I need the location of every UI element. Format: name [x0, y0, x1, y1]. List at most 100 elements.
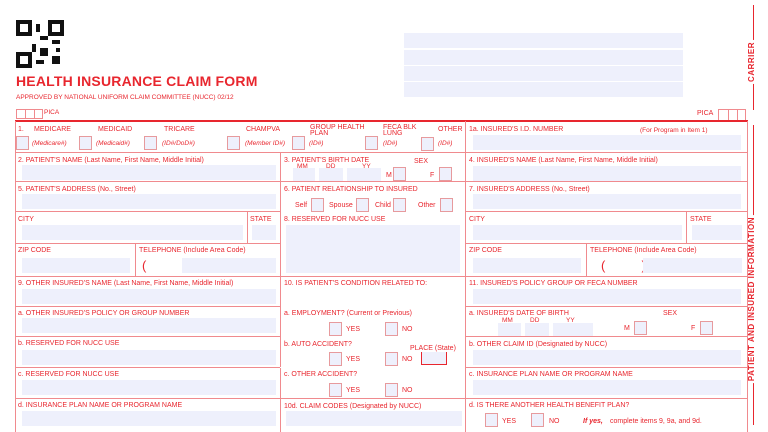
patient-address-input[interactable]	[22, 194, 276, 209]
dd-label: DD	[326, 163, 336, 170]
insured-address-input[interactable]	[473, 194, 741, 209]
reserved-nucc-input[interactable]	[286, 225, 460, 273]
approved-note: APPROVED BY NATIONAL UNIFORM CLAIM COMMI…	[16, 94, 234, 101]
insured-dd-label: DD	[530, 317, 540, 324]
other-checkbox[interactable]	[421, 137, 434, 151]
patient-area-code[interactable]: ( )	[142, 258, 187, 273]
feca-label: FECA BLK LUNG	[383, 124, 417, 137]
reserved-9c-input[interactable]	[22, 380, 276, 395]
patient-city-input[interactable]	[22, 225, 243, 240]
insured-dob-dd-input[interactable]	[525, 323, 549, 336]
row-gap	[280, 367, 465, 368]
insured-sex-m-label: M	[624, 325, 630, 332]
pica-boxes-left[interactable]	[16, 109, 43, 119]
reserved-9b-input[interactable]	[22, 350, 276, 365]
birth-dd-input[interactable]	[319, 168, 343, 181]
other-insured-name-input[interactable]	[22, 289, 276, 304]
employment-yes-checkbox[interactable]	[329, 322, 342, 336]
medicare-checkbox[interactable]	[16, 136, 29, 150]
other-insured-policy-label: a. OTHER INSURED'S POLICY OR GROUP NUMBE…	[18, 310, 190, 317]
medicare-sub: (Medicare#)	[32, 140, 67, 147]
group-health-sub: (ID#)	[309, 140, 324, 147]
other-insurance-plan-label: d. INSURANCE PLAN NAME OR PROGRAM NAME	[18, 402, 183, 409]
claim-codes-label: 10d. CLAIM CODES (Designated by NUCC)	[284, 403, 422, 410]
self-checkbox[interactable]	[311, 198, 324, 212]
other-rel-checkbox[interactable]	[440, 198, 453, 212]
row-line	[15, 181, 748, 182]
birth-yy-input[interactable]	[347, 168, 381, 181]
reserved-9b-label: b. RESERVED FOR NUCC USE	[18, 340, 120, 347]
auto-no-label: NO	[402, 356, 413, 363]
insured-policy-group-label: 11. INSURED'S POLICY GROUP OR FECA NUMBE…	[469, 280, 638, 287]
carrier-address-line-4[interactable]	[404, 82, 683, 97]
claim-codes-input[interactable]	[286, 411, 462, 426]
insured-sex-f-checkbox[interactable]	[700, 321, 713, 335]
other-insured-policy-input[interactable]	[22, 318, 276, 333]
insured-state-input[interactable]	[692, 225, 742, 240]
patient-state-input[interactable]	[252, 225, 276, 240]
tricare-checkbox[interactable]	[144, 136, 157, 150]
insured-area-code[interactable]: ( )	[601, 258, 646, 273]
relationship-label: 6. PATIENT RELATIONSHIP TO INSURED	[284, 186, 418, 193]
divider-zip-tel	[135, 243, 136, 276]
insured-sex-m-checkbox[interactable]	[634, 321, 647, 335]
form-title: HEALTH INSURANCE CLAIM FORM	[16, 73, 258, 89]
insured-sex-label: SEX	[663, 310, 678, 317]
other-rel-label: Other	[418, 202, 436, 209]
other-label: OTHER	[438, 126, 463, 133]
carrier-address-line-1[interactable]	[404, 33, 683, 48]
group-health-checkbox[interactable]	[292, 136, 305, 150]
divider-city-state	[247, 211, 248, 243]
row-line	[15, 276, 748, 277]
birth-mm-input[interactable]	[293, 168, 315, 181]
insured-id-input[interactable]	[473, 135, 741, 150]
patient-zip-input[interactable]	[22, 258, 130, 273]
employment-yes-label: YES	[346, 326, 361, 333]
employment-label: a. EMPLOYMENT? (Current or Previous)	[284, 310, 412, 317]
sex-label: SEX	[414, 158, 429, 165]
child-checkbox[interactable]	[393, 198, 406, 212]
row-line	[465, 306, 748, 307]
mm-label: MM	[297, 163, 308, 170]
employment-no-checkbox[interactable]	[385, 322, 398, 336]
insured-telephone-input[interactable]	[643, 258, 742, 273]
other-accident-no-checkbox[interactable]	[385, 383, 398, 397]
insured-city-input[interactable]	[473, 225, 682, 240]
insurance-plan-label: c. INSURANCE PLAN NAME OR PROGRAM NAME	[469, 371, 633, 378]
patient-zip-label: ZIP CODE	[18, 247, 51, 254]
carrier-address-line-2[interactable]	[404, 50, 683, 65]
insured-dob-yy-input[interactable]	[553, 323, 593, 336]
spouse-checkbox[interactable]	[356, 198, 369, 212]
another-plan-yes-checkbox[interactable]	[485, 413, 498, 427]
medicaid-checkbox[interactable]	[79, 136, 92, 150]
insured-mm-label: MM	[502, 317, 513, 324]
sex-m-checkbox[interactable]	[393, 167, 406, 181]
insurance-plan-input[interactable]	[473, 380, 741, 395]
other-claim-id-label: b. OTHER CLAIM ID (Designated by NUCC)	[469, 341, 608, 348]
row-line	[15, 243, 280, 244]
auto-no-checkbox[interactable]	[385, 352, 398, 366]
row-line	[465, 336, 748, 337]
insured-policy-group-input[interactable]	[473, 289, 741, 304]
pica-label-right: PICA	[697, 110, 714, 117]
carrier-address-line-3[interactable]	[404, 66, 683, 81]
patient-city-label: CITY	[18, 216, 34, 223]
patient-name-input[interactable]	[22, 165, 276, 180]
another-plan-label: d. IS THERE ANOTHER HEALTH BENEFIT PLAN?	[469, 402, 630, 409]
other-insurance-plan-input[interactable]	[22, 411, 276, 426]
other-claim-id-input[interactable]	[473, 350, 741, 365]
other-accident-yes-label: YES	[346, 387, 361, 394]
another-plan-no-checkbox[interactable]	[531, 413, 544, 427]
insured-name-input[interactable]	[473, 166, 741, 181]
pica-label-left: PICA	[44, 109, 60, 116]
insured-zip-input[interactable]	[473, 258, 581, 273]
insured-dob-mm-input[interactable]	[498, 323, 521, 336]
other-accident-yes-checkbox[interactable]	[329, 383, 342, 397]
sex-f-checkbox[interactable]	[439, 167, 452, 181]
auto-yes-checkbox[interactable]	[329, 352, 342, 366]
place-state-input[interactable]	[421, 352, 447, 365]
champva-checkbox[interactable]	[227, 136, 240, 150]
row-line	[15, 152, 748, 153]
feca-checkbox[interactable]	[365, 136, 378, 150]
patient-telephone-input[interactable]	[182, 258, 276, 273]
